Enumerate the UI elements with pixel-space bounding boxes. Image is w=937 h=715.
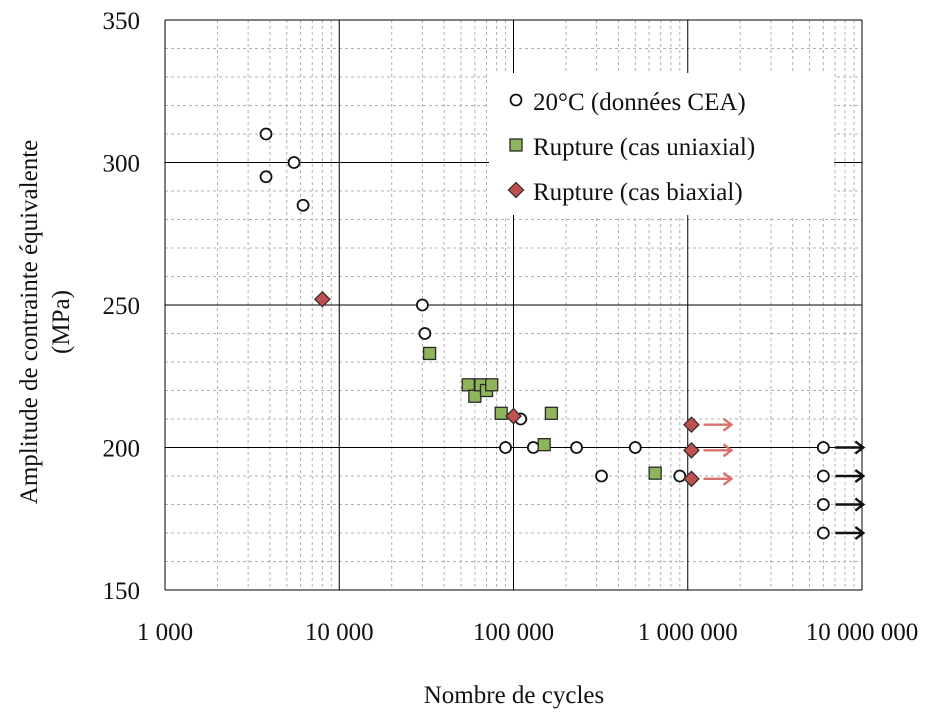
data-point-circle: [816, 469, 830, 483]
data-point-diamond: [314, 290, 331, 308]
data-point-diamond: [683, 416, 700, 434]
data-point-square: [422, 346, 437, 361]
y-tick-label: 150: [103, 578, 141, 605]
data-point-circle: [259, 170, 273, 184]
legend-marker-square: [509, 138, 523, 152]
legend-marker-diamond: [507, 181, 525, 199]
runout-arrow: [703, 443, 734, 458]
data-point-diamond: [683, 442, 700, 459]
runout-arrows: [703, 417, 866, 540]
data-point-square: [461, 378, 475, 392]
x-tick-label: 1 000 000: [638, 619, 738, 646]
data-point-circle: [816, 526, 830, 540]
legend-box: [489, 73, 834, 215]
data-point-circle: [816, 498, 830, 511]
runout-arrow: [703, 417, 734, 432]
legend: 20°C (données CEA) Rupture (cas uniaxial)…: [507, 89, 755, 206]
y-tick-label: 200: [103, 436, 141, 463]
runout-arrow: [835, 469, 866, 483]
data-point-circle: [570, 441, 583, 454]
data-point-square: [544, 406, 559, 420]
x-tick-label: 10 000 000: [806, 619, 919, 646]
data-point-circle: [259, 127, 273, 141]
legend-marker-circle: [509, 93, 523, 107]
y-tick-label: 350: [103, 8, 141, 35]
data-points: [259, 127, 830, 540]
x-tick-label: 1 000: [137, 619, 193, 646]
data-point-circle: [415, 298, 429, 312]
data-point-square: [485, 378, 499, 392]
legend-label: 20°C (données CEA): [533, 89, 746, 116]
y-tick-label: 300: [103, 151, 141, 178]
data-point-circle: [296, 198, 310, 212]
data-point-circle: [526, 441, 540, 454]
x-axis-title: Nombre de cycles: [424, 682, 604, 709]
data-point-circle: [816, 441, 830, 454]
data-point-square: [468, 389, 482, 403]
runout-arrow: [835, 497, 866, 512]
data-point-diamond: [683, 470, 700, 488]
data-point-square: [537, 437, 551, 452]
y-tick-label: 250: [103, 293, 141, 320]
runout-arrow: [835, 440, 866, 455]
data-point-circle: [418, 327, 432, 340]
tick-labels: 150 200 250 300 350 1 000 10 000 100 000 1 000 0…: [103, 8, 919, 646]
y-axis-title-line1: Amplitude de contrainte équivalente: [16, 140, 43, 504]
data-point-square: [648, 466, 662, 480]
legend-label: Rupture (cas uniaxial): [533, 134, 755, 161]
data-point-circle: [287, 156, 301, 169]
runout-arrow: [835, 526, 866, 540]
x-tick-label: 100 000: [473, 619, 554, 646]
data-point-square: [494, 406, 508, 420]
runout-arrow: [703, 471, 734, 486]
data-point-circle: [499, 441, 512, 454]
legend-label: Rupture (cas biaxial): [533, 179, 743, 206]
data-point-circle: [628, 441, 642, 454]
x-tick-label: 10 000: [305, 619, 374, 646]
y-axis-title-line2: (MPa): [48, 290, 75, 354]
data-point-circle: [595, 469, 608, 483]
data-point-circle: [673, 469, 687, 483]
data-point-diamond: [505, 407, 522, 425]
